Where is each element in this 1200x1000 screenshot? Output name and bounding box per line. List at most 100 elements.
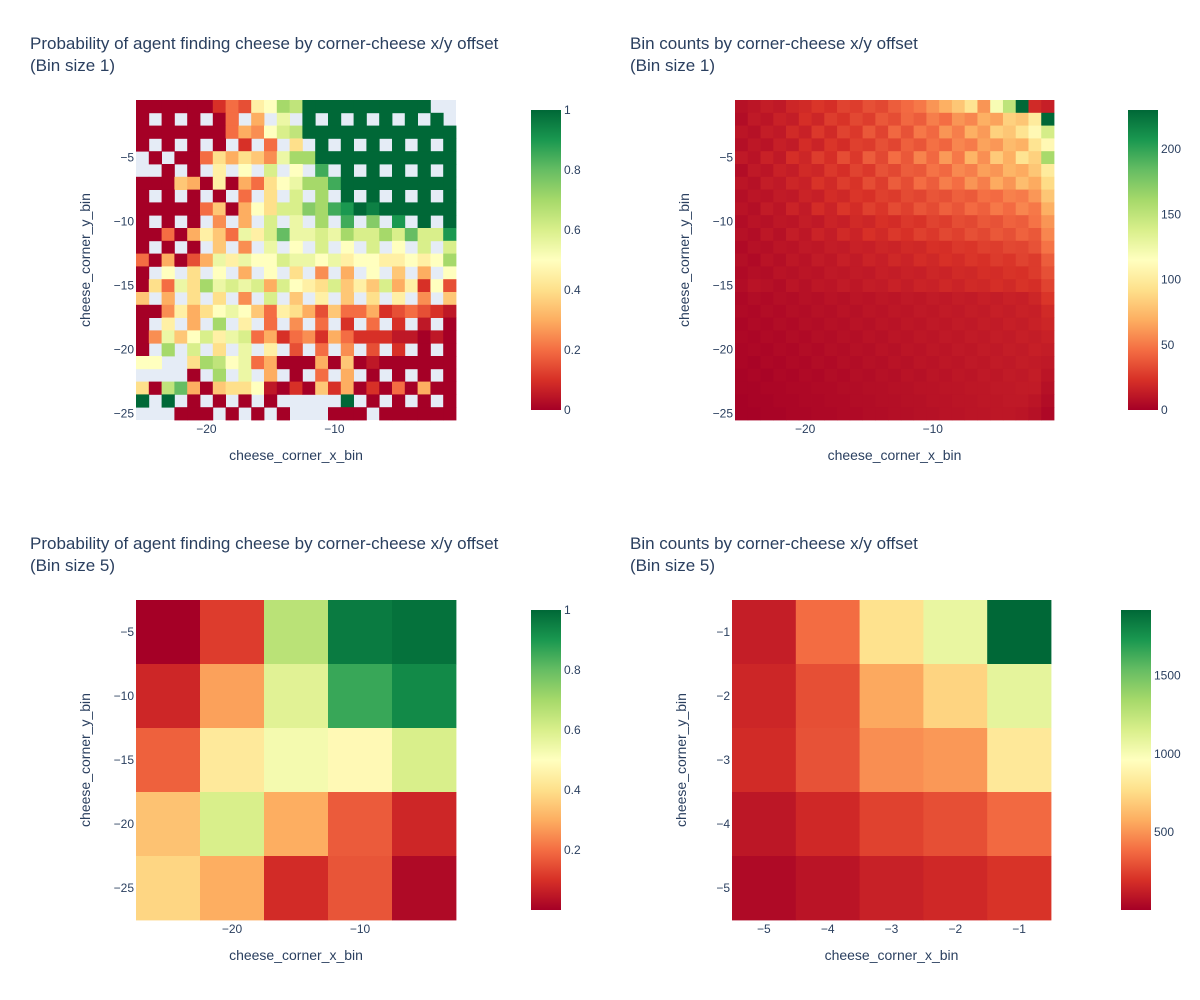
heatmap-cell: [187, 292, 201, 306]
heatmap-cell: [200, 304, 214, 318]
heatmap-cell: [824, 330, 838, 344]
heatmap-cell: [913, 202, 927, 216]
heatmap-cell: [212, 394, 226, 408]
heatmap-cell: [212, 100, 226, 114]
heatmap-cell: [862, 330, 876, 344]
heatmap-cell: [136, 125, 150, 139]
heatmap-cell: [760, 381, 774, 395]
heatmap-cell: [379, 356, 393, 370]
heatmap-cell: [1015, 100, 1029, 114]
heatmap-cell: [225, 407, 239, 421]
heatmap-cell: [379, 407, 393, 421]
heatmap-cell: [366, 381, 380, 395]
heatmap-cell: [811, 240, 825, 254]
heatmap-cell: [264, 356, 278, 370]
heatmap-cell: [964, 279, 978, 293]
heatmap-cell: [340, 176, 354, 190]
heatmap-cell: [798, 317, 812, 331]
heatmap-cell: [888, 125, 902, 139]
heatmap-cell: [1015, 381, 1029, 395]
heatmap-cell: [786, 343, 800, 357]
heatmap-cell: [392, 279, 406, 293]
heatmap-cell: [926, 138, 940, 152]
heatmap-cell: [161, 164, 175, 178]
heatmap-cell: [340, 292, 354, 306]
heatmap-cell: [990, 304, 1004, 318]
heatmap-cell: [747, 228, 761, 242]
heatmap-cell: [238, 279, 252, 293]
heatmap-cell: [1002, 304, 1017, 318]
heatmap-cell: [798, 356, 812, 370]
heatmap-cell: [760, 407, 774, 421]
heatmap-cell: [1002, 253, 1017, 267]
x-tick-label: −1: [1012, 922, 1026, 936]
heatmap-cell: [379, 176, 393, 190]
heatmap-cell: [859, 856, 924, 921]
heatmap-cell: [238, 151, 252, 165]
heatmap-cell: [977, 202, 991, 216]
heatmap-cell: [824, 100, 838, 114]
heatmap-cell: [238, 292, 252, 306]
heatmap-cell: [875, 240, 889, 254]
heatmap-cell: [264, 151, 278, 165]
heatmap-cell: [786, 381, 800, 395]
heatmap-cell: [315, 189, 329, 203]
x-axis-label: cheese_corner_x_bin: [229, 947, 363, 963]
heatmap-cell: [760, 100, 774, 114]
heatmap-cell: [187, 151, 201, 165]
heatmap-cell: [136, 112, 150, 126]
heatmap-cell: [264, 189, 278, 203]
heatmap-cell: [417, 253, 431, 267]
heatmap-cell: [392, 407, 406, 421]
heatmap-cell: [773, 394, 787, 408]
heatmap-cell: [366, 215, 380, 229]
heatmap-cell: [238, 330, 252, 344]
heatmap-cell: [1028, 304, 1042, 318]
heatmap-cell: [315, 381, 329, 395]
heatmap-cell: [276, 228, 290, 242]
heatmap-cell: [735, 330, 749, 344]
heatmap-cell: [366, 356, 380, 370]
colorbar-tick-label: 0.6: [564, 223, 581, 237]
heatmap-cell: [888, 228, 902, 242]
heatmap-cell: [875, 176, 889, 190]
heatmap-cell: [212, 125, 226, 139]
heatmap-cell: [849, 164, 863, 178]
heatmap-cell: [735, 164, 749, 178]
heatmap-cell: [926, 343, 940, 357]
heatmap-cell: [824, 112, 838, 126]
heatmap-cell: [1041, 253, 1055, 267]
heatmap-cell: [174, 330, 188, 344]
heatmap-cell: [849, 125, 863, 139]
heatmap-cell: [824, 381, 838, 395]
heatmap-cell: [212, 356, 226, 370]
heatmap-cell: [760, 112, 774, 126]
heatmap-cell: [747, 215, 761, 229]
heatmap-cell: [1041, 292, 1055, 306]
colorbar: [531, 610, 561, 910]
heatmap-cell: [187, 381, 201, 395]
heatmap-cell: [913, 189, 927, 203]
heatmap-cell: [302, 330, 316, 344]
heatmap-cell: [798, 394, 812, 408]
heatmap-cell: [404, 112, 418, 126]
heatmap-cell: [811, 164, 825, 178]
heatmap-cell: [951, 381, 966, 395]
heatmap-cell: [225, 253, 239, 267]
heatmap-cell: [251, 228, 265, 242]
heatmap-cell: [913, 317, 927, 331]
heatmap-cell: [875, 202, 889, 216]
heatmap-cell: [977, 112, 991, 126]
heatmap-cell: [824, 176, 838, 190]
heatmap-cell: [875, 394, 889, 408]
x-tick-label: −20: [222, 922, 243, 936]
heatmap-cell: [212, 164, 226, 178]
heatmap-cell: [443, 164, 457, 178]
heatmap-cell: [1002, 330, 1017, 344]
heatmap-cell: [302, 304, 316, 318]
heatmap-cell: [939, 330, 953, 344]
heatmap-cell: [1002, 138, 1017, 152]
heatmap-cell: [964, 215, 978, 229]
heatmap-cell: [340, 215, 354, 229]
heatmap-cell: [200, 125, 214, 139]
